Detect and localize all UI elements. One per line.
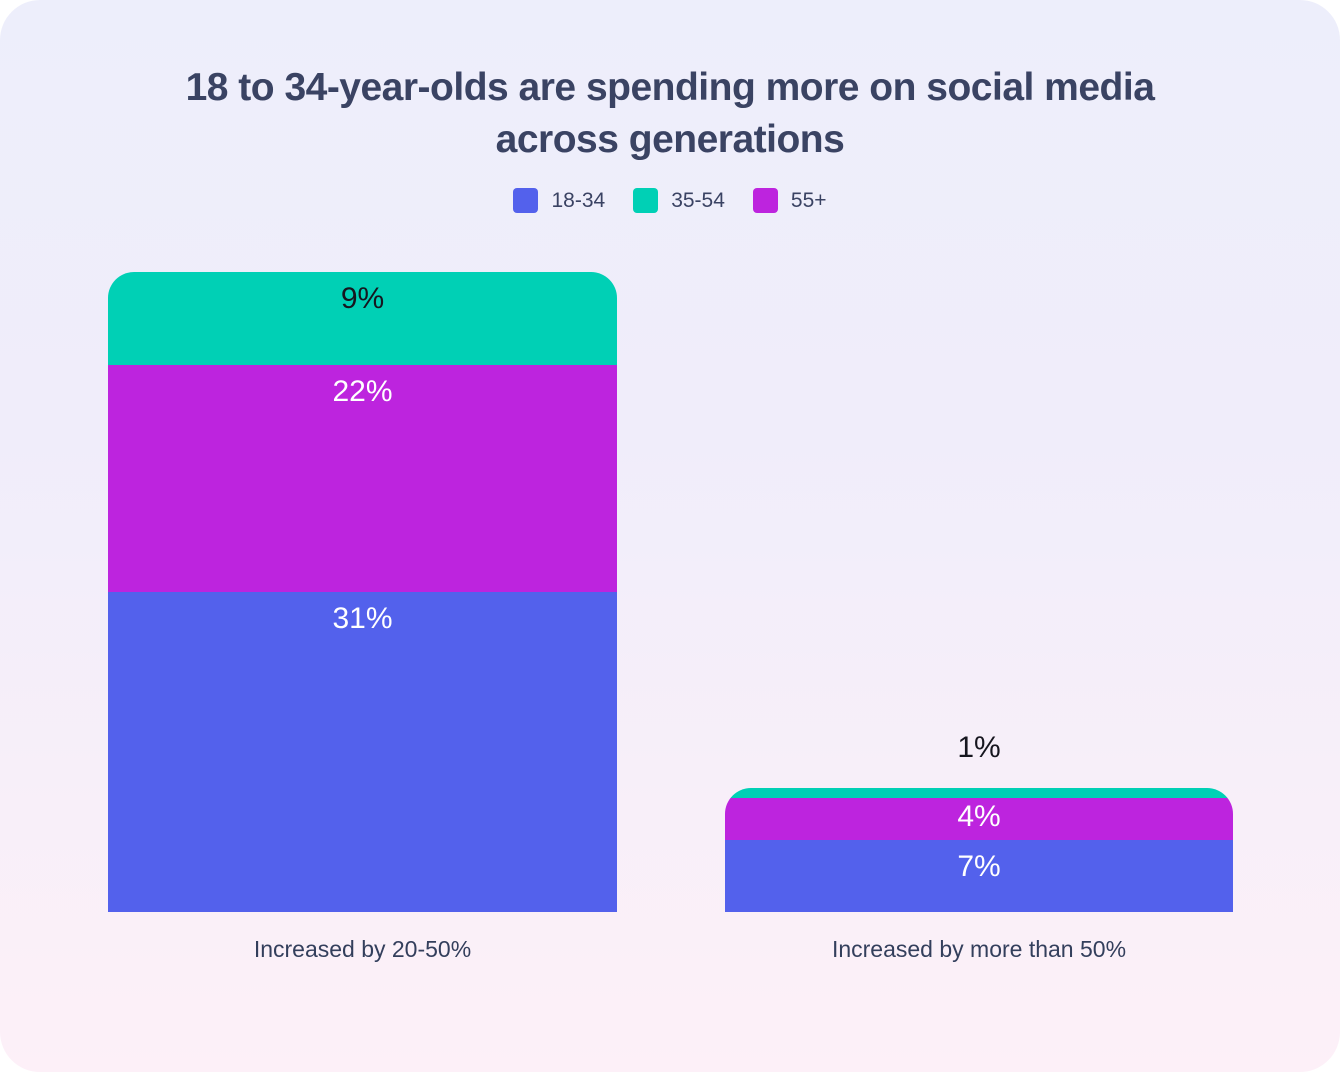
legend-label-35-54: 35-54 bbox=[671, 188, 725, 212]
legend-swatch-55plus bbox=[752, 188, 778, 213]
legend-item-55plus: 55+ bbox=[752, 188, 827, 213]
outside-value-label: 1% bbox=[957, 731, 1001, 765]
segment-value-label: 22% bbox=[332, 374, 393, 408]
category-label: Increased by 20-50% bbox=[253, 936, 472, 962]
segment-value-label: 31% bbox=[332, 601, 393, 635]
segment-55plus: 22% bbox=[108, 364, 617, 592]
legend-swatch-35-54 bbox=[633, 188, 659, 213]
legend-item-35-54: 35-54 bbox=[633, 188, 725, 213]
chart-title: 18 to 34-year-olds are spending more on … bbox=[185, 66, 1155, 161]
segment-18-34: 31% bbox=[108, 591, 617, 912]
segment-35-54: 9% bbox=[108, 272, 617, 365]
stacked-bar-increased-20-50: 9% 22% 31% bbox=[108, 272, 617, 912]
category-label: Increased by more than 50% bbox=[831, 936, 1127, 962]
segment-value-label: 7% bbox=[957, 849, 1001, 883]
segment-35-54 bbox=[725, 788, 1233, 799]
legend-label-55plus: 55+ bbox=[790, 188, 827, 212]
stacked-bar-increased-more-than-50: 4% 7% bbox=[725, 788, 1233, 912]
segment-18-34: 7% bbox=[725, 839, 1233, 912]
segment-value-label: 4% bbox=[957, 800, 1001, 834]
segment-value-label: 9% bbox=[340, 282, 385, 315]
legend: 18-34 35-54 55+ bbox=[0, 188, 1340, 213]
legend-swatch-18-34 bbox=[513, 188, 539, 213]
legend-item-18-34: 18-34 bbox=[513, 188, 605, 213]
legend-label-18-34: 18-34 bbox=[551, 188, 606, 212]
segment-55plus: 4% bbox=[725, 798, 1233, 840]
